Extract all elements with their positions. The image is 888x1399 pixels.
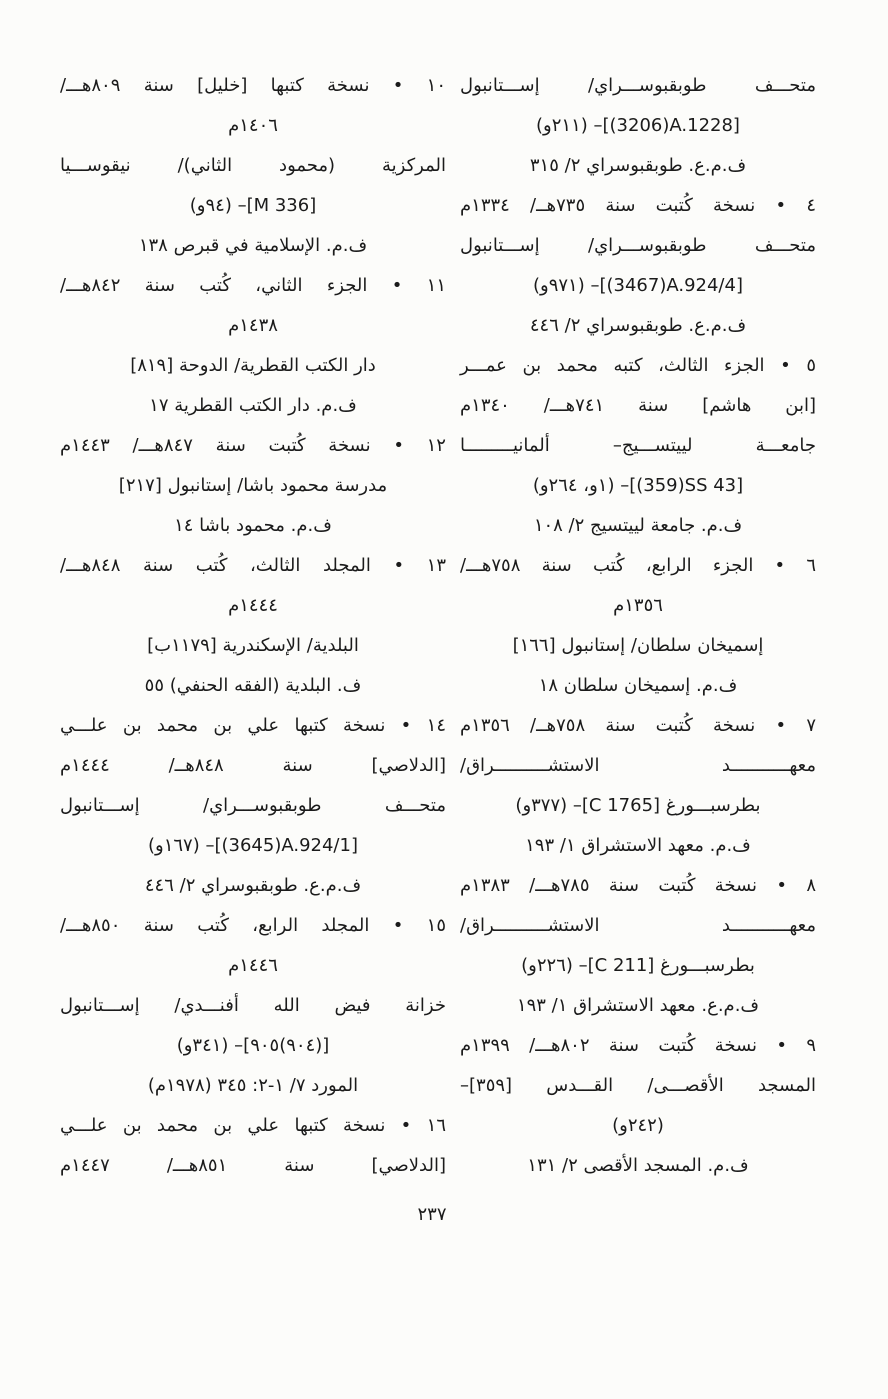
text-line: ف.م. دار الكتب القطرية ١٧ [149, 395, 357, 416]
text-line: بطرسبـــورغ ⁦[C 1765]⁩– (٣٧٧و) [515, 795, 761, 816]
text-line: ١٤٣٨م [228, 315, 278, 336]
page-number: ٢٣٧ [417, 1204, 447, 1225]
text-line: جامعـــة لييتســـيج– ألمانيـــــــــا [460, 435, 816, 456]
text-line: معهـــــــــــد الاستشــــــــــراق/ [460, 915, 816, 936]
text-line: (٢٤٢و) [612, 1115, 664, 1136]
text-line: دار الكتب القطرية/ الدوحة [٨١٩] [130, 355, 376, 376]
text-line: [(٩٠٤)٩٠٥]– (٣٤١و) [176, 1035, 330, 1056]
text-line: المركزية (محمود الثاني)/ نيقوســـيا [60, 155, 446, 176]
text-line: ⁦[(359)SS 43]⁩– (١و، ٢٦٤و) [532, 475, 744, 496]
entry-line: ٥ • الجزء الثالث، كتبه محمد بن عمـــر [460, 355, 816, 376]
text-line: ف.م. محمود باشا ١٤ [174, 515, 332, 536]
text-line: خزانة فيض الله أفنـــدي/ إســـتانبول [60, 995, 446, 1016]
text-line: ف.م. الإسلامية في قبرص ١٣٨ [138, 235, 368, 256]
text-line: إسميخان سلطان/ إستانبول [١٦٦] [512, 635, 764, 656]
text-line: ف.م.ع. طوبقبوسراي ٢/ ٤٤٦ [144, 875, 362, 896]
text-line: ⁦[(3645)A.924/1]⁩– (١٦٧و) [148, 835, 358, 856]
entry-line: ١٢ • نسخة كُتبت سنة ٨٤٧هـــ/ ١٤٤٣م [60, 435, 446, 456]
text-line: ⁦[M 336]⁩– (٩٤و) [189, 195, 317, 216]
text-line: [الدلاصي] سنة ٨٤٨هــ/ ١٤٤٤م [60, 755, 446, 776]
text-line: ⁦[(3467)A.924/4]⁩– (٩٧١و) [533, 275, 743, 296]
text-line: ف.م.ع. معهد الاستشراق ١/ ١٩٣ [516, 995, 760, 1016]
entry-line: ٩ • نسخة كُتبت سنة ٨٠٢هـــ/ ١٣٩٩م [460, 1035, 816, 1056]
text-line: البلدية/ الإسكندرية [١١٧٩ب] [147, 635, 359, 656]
entry-line: ١٣ • المجلد الثالث، كُتب سنة ٨٤٨هـــ/ [60, 555, 446, 576]
text-line: مدرسة محمود باشا/ إستانبول [٢١٧] [118, 475, 388, 496]
text-line: ف.م. المسجد الأقصى ٢/ ١٣١ [527, 1155, 749, 1176]
text-line: ١٤٤٦م [228, 955, 278, 976]
text-line: ١٣٥٦م [613, 595, 663, 616]
entry-line: ١٦ • نسخة كتبها علي بن محمد بن علـــي [60, 1115, 446, 1136]
entry-line: ١١ • الجزء الثاني، كُتب سنة ٨٤٢هـــ/ [60, 275, 446, 296]
text-line: ف.م.ع. طوبقبوسراي ٢/ ٤٤٦ [529, 315, 747, 336]
text-line: ١٤٤٤م [228, 595, 278, 616]
entry-line: ١٥ • المجلد الرابع، كُتب سنة ٨٥٠هـــ/ [60, 915, 446, 936]
right-column: متحـــف طوبقبوســـراي/ إســـتانبول ⁦[(320… [460, 66, 816, 1186]
text-line: المورد ٧/ ١-٢: ٣٤٥ (١٩٧٨م) [147, 1075, 359, 1096]
text-line: ⁦[(3206)A.1228]⁩– (٢١١و) [536, 115, 740, 136]
text-line: بطرسبـــورغ ⁦[C 211]⁩– (٢٢٦و) [521, 955, 755, 976]
text-line: متحـــف طوبقبوســـراي/ إســـتانبول [460, 75, 816, 96]
text-line: ١٤٠٦م [228, 115, 278, 136]
text-line: [الدلاصي] سنة ٨٥١هـــ/ ١٤٤٧م [60, 1155, 446, 1176]
text-line: ف.م.ع. طوبقبوسراي ٢/ ٣١٥ [529, 155, 747, 176]
entry-line: ٧ • نسخة كُتبت سنة ٧٥٨هــ/ ١٣٥٦م [460, 715, 816, 736]
text-line: المسجد الأقصـــى/ القـــدس [٣٥٩]– [460, 1075, 816, 1096]
entry-line: ٦ • الجزء الرابع، كُتب سنة ٧٥٨هـــ/ [460, 555, 816, 576]
text-line: ف.م. إسميخان سلطان ١٨ [538, 675, 738, 696]
entry-line: ١٤ • نسخة كتبها علي بن محمد بن علـــي [60, 715, 446, 736]
text-line: متحـــف طوبقبوســـراي/ إســـتانبول [60, 795, 446, 816]
text-line: متحـــف طوبقبوســـراي/ إســـتانبول [460, 235, 816, 256]
left-column: ١٠ • نسخة كتبها [خليل] سنة ٨٠٩هـــ/١٤٠٦م… [60, 66, 446, 1186]
text-line: ف. البلدية (الفقه الحنفي) ٥٥ [144, 675, 362, 696]
text-line: ف.م. معهد الاستشراق ١/ ١٩٣ [525, 835, 751, 856]
text-line: [ابن هاشم] سنة ٧٤١هـــ/ ١٣٤٠م [460, 395, 817, 416]
entry-line: ٤ • نسخة كُتبت سنة ٧٣٥هــ/ ١٣٣٤م [460, 195, 816, 216]
entry-line: ١٠ • نسخة كتبها [خليل] سنة ٨٠٩هـــ/ [60, 75, 446, 96]
text-line: معهـــــــــــد الاستشــــــــــراق/ [460, 755, 816, 776]
text-line: ف.م. جامعة لييتسيج ٢/ ١٠٨ [533, 515, 743, 536]
entry-line: ٨ • نسخة كُتبت سنة ٧٨٥هـــ/ ١٣٨٣م [460, 875, 816, 896]
text-columns: متحـــف طوبقبوســـراي/ إســـتانبول ⁦[(320… [60, 66, 816, 1186]
